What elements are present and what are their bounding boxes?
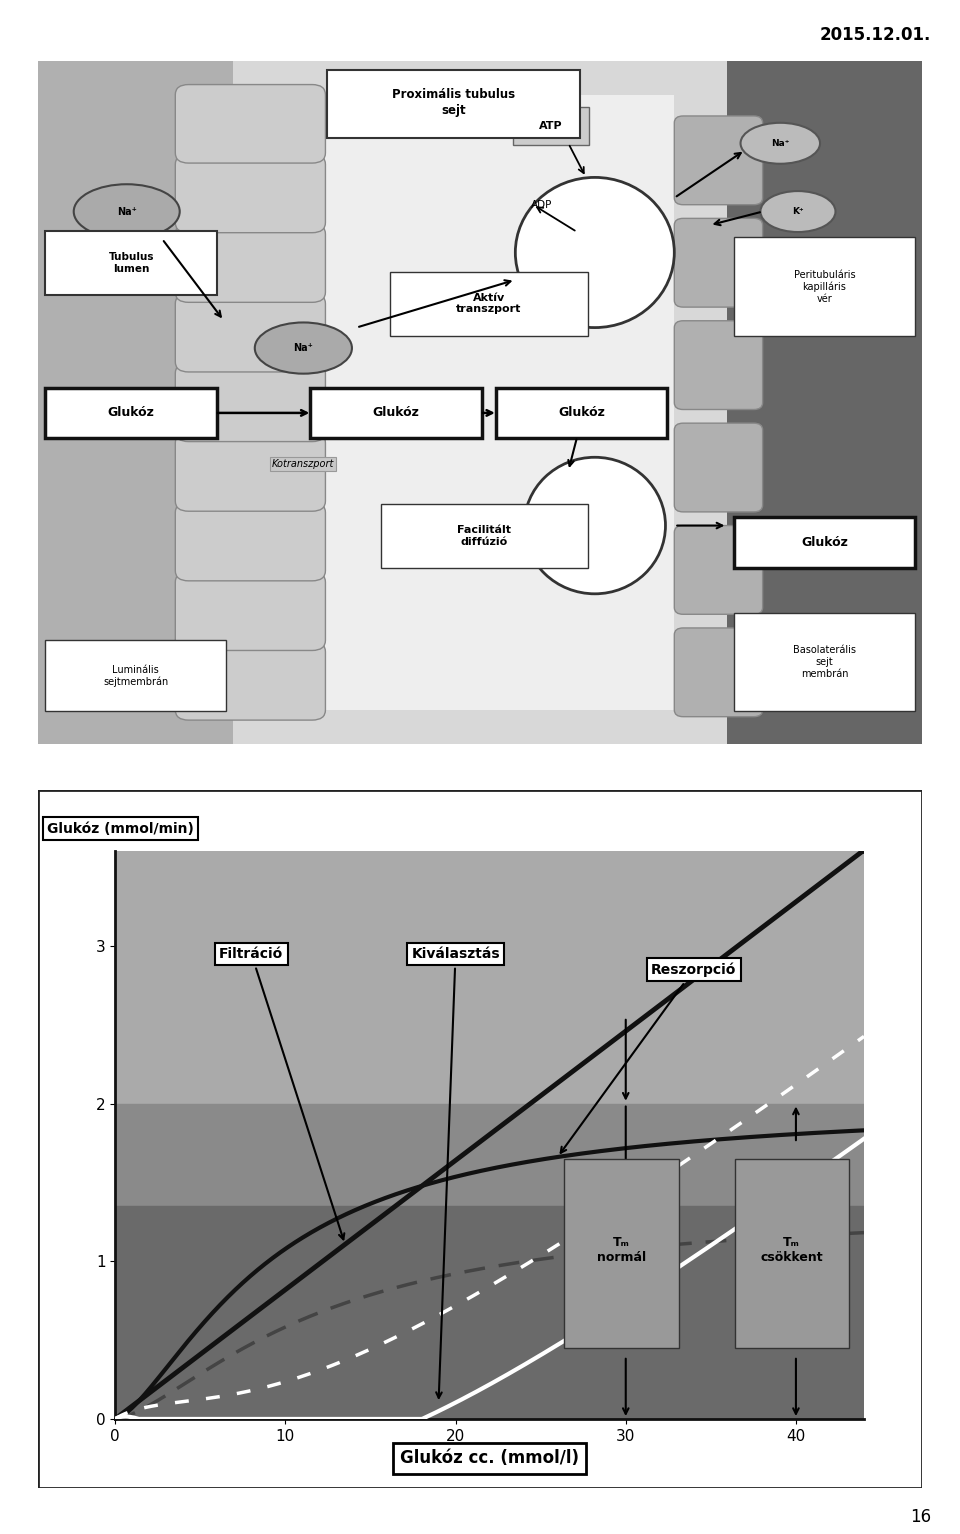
Text: ADP: ADP — [531, 199, 553, 210]
Text: Proximális tubulus
sejt: Proximális tubulus sejt — [392, 87, 516, 117]
FancyBboxPatch shape — [674, 218, 762, 307]
Text: Filtráció: Filtráció — [219, 946, 345, 1239]
FancyBboxPatch shape — [564, 1158, 679, 1348]
Text: Na⁺: Na⁺ — [294, 344, 313, 353]
FancyBboxPatch shape — [496, 388, 667, 439]
FancyBboxPatch shape — [176, 224, 325, 302]
Text: Glukóz: Glukóz — [558, 407, 605, 419]
Ellipse shape — [254, 322, 352, 374]
Text: Na⁺: Na⁺ — [771, 138, 789, 147]
X-axis label: Glukóz cc. (mmol/l): Glukóz cc. (mmol/l) — [400, 1450, 579, 1467]
Text: Basolaterális
sejt
membrán: Basolaterális sejt membrán — [793, 646, 856, 678]
FancyBboxPatch shape — [513, 107, 588, 146]
Text: Reszorpció: Reszorpció — [561, 962, 736, 1154]
Ellipse shape — [760, 192, 835, 232]
FancyBboxPatch shape — [674, 117, 762, 204]
FancyBboxPatch shape — [381, 503, 588, 568]
Text: Glukóz (mmol/min): Glukóz (mmol/min) — [47, 822, 194, 836]
Text: K⁺: K⁺ — [792, 207, 804, 216]
Text: Glukóz: Glukóz — [801, 535, 848, 549]
FancyBboxPatch shape — [176, 364, 325, 442]
Bar — [115, 1206, 864, 1419]
Ellipse shape — [740, 123, 820, 164]
Bar — [728, 61, 922, 744]
Text: Aktív
transzport: Aktív transzport — [456, 293, 521, 314]
Text: Peritubuláris
kapilláris
vér: Peritubuláris kapilláris vér — [794, 270, 855, 304]
Bar — [286, 95, 674, 710]
Text: Kotranszport: Kotranszport — [273, 459, 334, 469]
FancyBboxPatch shape — [310, 388, 482, 439]
FancyBboxPatch shape — [734, 1158, 849, 1348]
FancyBboxPatch shape — [327, 69, 580, 138]
FancyBboxPatch shape — [45, 230, 217, 295]
Ellipse shape — [516, 178, 674, 328]
Text: Na⁺: Na⁺ — [117, 207, 136, 216]
Bar — [115, 1103, 864, 1206]
FancyBboxPatch shape — [45, 640, 226, 712]
FancyBboxPatch shape — [38, 61, 922, 744]
Bar — [38, 61, 232, 744]
FancyBboxPatch shape — [176, 84, 325, 163]
Text: 16: 16 — [910, 1508, 931, 1526]
Text: Glukóz: Glukóz — [372, 407, 420, 419]
Bar — [115, 851, 864, 1103]
FancyBboxPatch shape — [176, 293, 325, 371]
FancyBboxPatch shape — [734, 614, 915, 712]
FancyBboxPatch shape — [38, 790, 922, 1488]
Ellipse shape — [74, 184, 180, 239]
FancyBboxPatch shape — [674, 526, 762, 614]
Text: Glukóz: Glukóz — [108, 407, 155, 419]
FancyBboxPatch shape — [734, 517, 915, 568]
Text: Tₘ
csökkent: Tₘ csökkent — [760, 1236, 823, 1264]
FancyBboxPatch shape — [390, 272, 588, 336]
Text: Tₘ
normál: Tₘ normál — [597, 1236, 646, 1264]
Text: Luminális
sejtmembrán: Luminális sejtmembrán — [103, 664, 168, 687]
Bar — [232, 61, 728, 744]
FancyBboxPatch shape — [674, 423, 762, 512]
FancyBboxPatch shape — [176, 572, 325, 650]
FancyBboxPatch shape — [176, 433, 325, 511]
FancyBboxPatch shape — [176, 502, 325, 581]
Text: Tubulus
lumen: Tubulus lumen — [108, 252, 154, 273]
FancyBboxPatch shape — [45, 388, 217, 439]
FancyBboxPatch shape — [674, 627, 762, 716]
Text: ATP: ATP — [539, 121, 563, 132]
Text: Facilitált
diffúzió: Facilitált diffúzió — [457, 525, 512, 546]
FancyBboxPatch shape — [176, 155, 325, 233]
Text: 2015.12.01.: 2015.12.01. — [820, 26, 931, 44]
FancyBboxPatch shape — [734, 238, 915, 336]
Ellipse shape — [524, 457, 665, 594]
Text: Kiválasztás: Kiválasztás — [411, 946, 500, 1397]
FancyBboxPatch shape — [176, 641, 325, 719]
FancyBboxPatch shape — [674, 321, 762, 410]
